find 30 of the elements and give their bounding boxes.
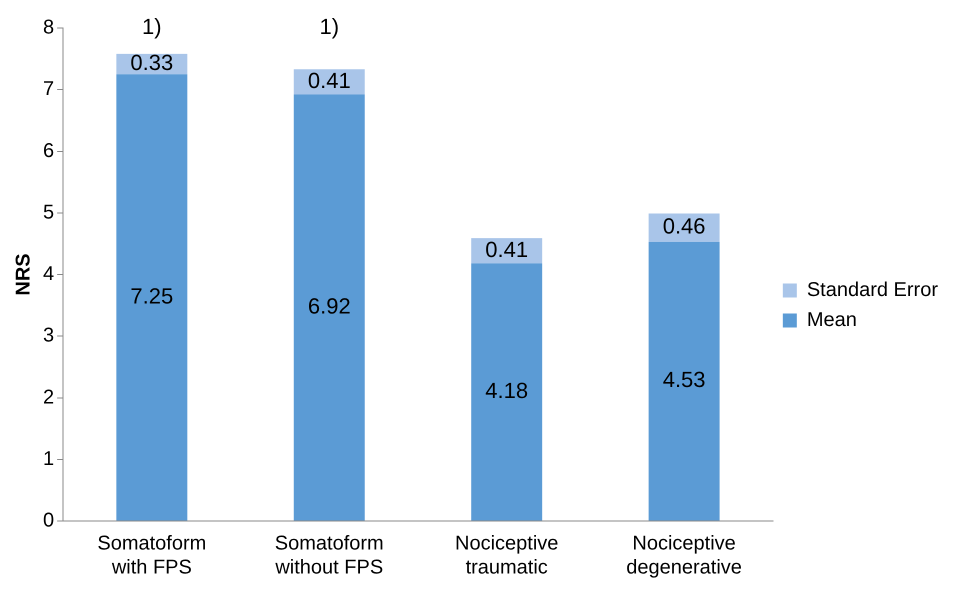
- y-tick-label: 8: [43, 16, 54, 39]
- data-label: 7.25: [130, 283, 174, 308]
- bar: [471, 263, 542, 520]
- y-tick-label: 6: [43, 140, 54, 162]
- y-tick-label: 3: [43, 324, 54, 347]
- x-tick-label: Somatoform without FPS: [274, 532, 384, 579]
- bar: [294, 94, 365, 520]
- x-tick-label: Nociceptive traumatic: [454, 532, 558, 579]
- y-tick-label: 1: [43, 448, 54, 470]
- data-label: 4.53: [662, 367, 706, 392]
- legend-label: Mean: [806, 309, 857, 332]
- legend-label: Standard Error: [806, 279, 938, 302]
- y-tick-label: 2: [43, 386, 54, 408]
- data-label: 6.92: [308, 294, 351, 319]
- y-tick-label: 5: [43, 201, 54, 224]
- y-tick-label: 7: [43, 78, 54, 100]
- data-label: 0.41: [308, 68, 351, 93]
- y-tick-label: 0: [43, 510, 54, 532]
- annotation: 1): [142, 14, 162, 40]
- data-label: 4.18: [485, 378, 528, 404]
- data-label: 0.41: [485, 236, 528, 262]
- data-label: 0.33: [130, 50, 174, 76]
- y-axis-title: NRS: [12, 253, 35, 296]
- x-tick-label: Somatoform with FPS: [97, 532, 206, 579]
- data-label: 0.46: [662, 214, 706, 239]
- bar: [648, 242, 720, 520]
- x-tick-label: Nociceptive degenerative: [626, 532, 742, 579]
- bar: [116, 74, 188, 520]
- annotation: 1): [319, 14, 340, 40]
- y-tick-label: 4: [43, 263, 54, 286]
